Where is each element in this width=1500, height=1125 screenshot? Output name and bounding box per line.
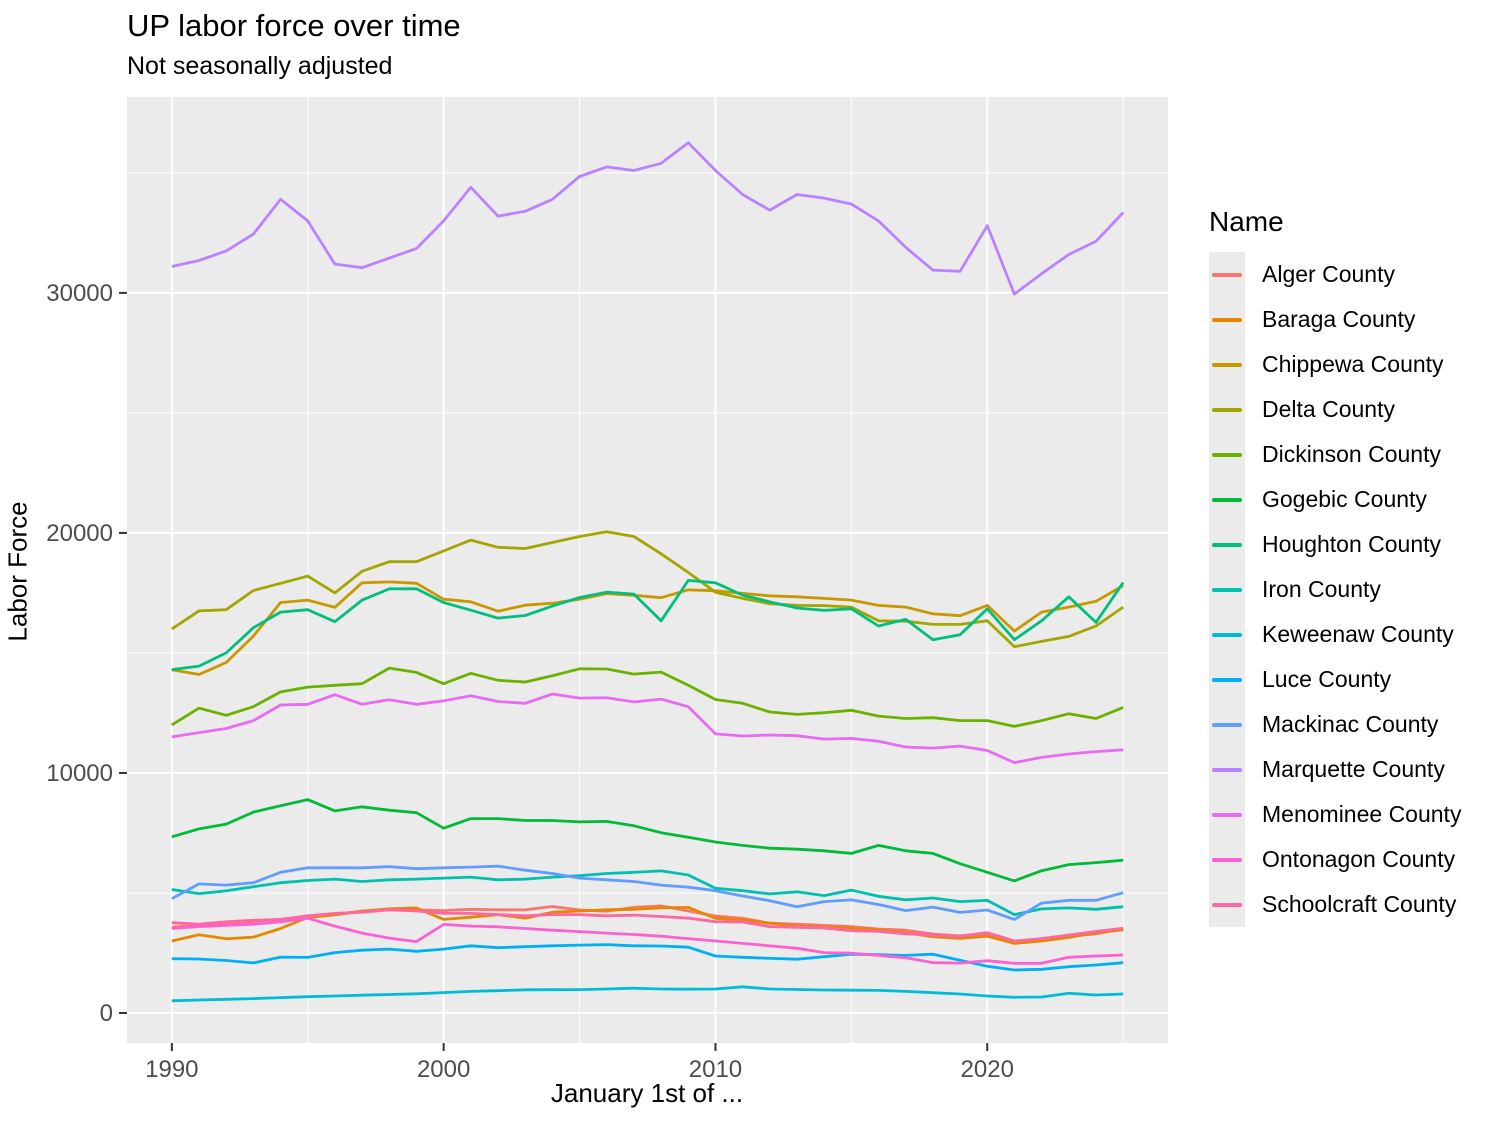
legend-key-line [1212,542,1242,547]
legend: Name Alger County Baraga County Chippewa C… [1209,206,1461,927]
series-line-baraga-county [171,906,1124,945]
legend-item-gogebic-county: Gogebic County [1209,477,1461,522]
x-tick-label: 2020 [961,1056,1014,1083]
legend-key-line [1212,902,1242,907]
legend-label: Chippewa County [1262,351,1444,377]
legend-label: Baraga County [1262,306,1416,332]
plot-panel [127,97,1168,1043]
legend-key-line [1212,677,1242,682]
x-tick-label: 2010 [689,1056,742,1083]
series-line-luce-county [171,943,1124,972]
legend-item-chippewa-county: Chippewa County [1209,342,1461,387]
series-line-chippewa-county [171,580,1124,676]
y-tick-label: 10000 [46,760,113,787]
legend-key-swatch [1209,702,1245,747]
series-line-gogebic-county [171,798,1124,883]
legend-label: Keweenaw County [1262,621,1454,647]
legend-label: Schoolcraft County [1262,891,1457,917]
title-block: UP labor force over time Not seasonally … [127,8,461,81]
legend-key-line [1212,767,1242,772]
legend-key-swatch [1209,432,1245,477]
legend-key-line [1212,812,1242,817]
legend-key-line [1212,857,1242,862]
series-line-ontonagon-county [171,916,1124,965]
legend-label: Gogebic County [1262,486,1427,512]
legend-key-swatch [1209,387,1245,432]
series-line-schoolcraft-county [171,908,1124,943]
series-line-dickinson-county [171,666,1124,728]
x-tick-label: 2000 [417,1056,470,1083]
legend-key-line [1212,407,1242,412]
chart-title: UP labor force over time [127,8,461,43]
legend-item-baraga-county: Baraga County [1209,297,1461,342]
legend-item-houghton-county: Houghton County [1209,522,1461,567]
legend-key-swatch [1209,567,1245,612]
legend-item-dickinson-county: Dickinson County [1209,432,1461,477]
legend-key-swatch [1209,657,1245,702]
series-line-houghton-county [171,579,1125,672]
legend-key-line [1212,722,1242,727]
legend-item-ontonagon-county: Ontonagon County [1209,837,1461,882]
legend-key-swatch [1209,792,1245,837]
legend-key-swatch [1209,612,1245,657]
legend-key-line [1212,452,1242,457]
legend-label: Houghton County [1262,531,1442,557]
series-line-menominee-county [171,692,1124,764]
legend-item-iron-county: Iron County [1209,567,1461,612]
legend-items: Alger County Baraga County Chippewa County… [1209,252,1461,927]
legend-label: Mackinac County [1262,711,1439,737]
legend-title: Name [1209,206,1284,237]
legend-item-mackinac-county: Mackinac County [1209,702,1461,747]
legend-label: Dickinson County [1262,441,1441,467]
legend-key-swatch [1209,837,1245,882]
series-line-marquette-county [171,141,1125,296]
y-tick-label: 0 [100,1000,113,1027]
legend-key-swatch [1209,522,1245,567]
legend-key-swatch [1209,477,1245,522]
x-tick-label: 1990 [145,1056,198,1083]
x-axis-title: January 1st of ... [550,1078,744,1108]
legend-item-menominee-county: Menominee County [1209,792,1461,837]
series-line-mackinac-county [171,864,1124,921]
legend-label: Alger County [1262,261,1395,287]
legend-label: Marquette County [1262,756,1445,782]
legend-key-swatch [1209,747,1245,792]
legend-key-swatch [1209,882,1245,927]
legend-item-luce-county: Luce County [1209,657,1461,702]
legend-key-swatch [1209,297,1245,342]
legend-item-delta-county: Delta County [1209,387,1461,432]
legend-label: Delta County [1262,396,1395,422]
legend-key-line [1212,362,1242,367]
series-line-delta-county [171,530,1124,649]
series-line-keweenaw-county [171,985,1124,1003]
y-tick-label: 30000 [46,280,113,307]
legend-label: Ontonagon County [1262,846,1456,872]
legend-item-alger-county: Alger County [1209,252,1461,297]
legend-label: Iron County [1262,576,1381,602]
y-tick-label: 20000 [46,520,113,547]
y-axis-title: Labor Force [2,501,33,642]
legend-label: Luce County [1262,666,1392,692]
legend-item-schoolcraft-county: Schoolcraft County [1209,882,1461,927]
legend-key-swatch [1209,342,1245,387]
legend-key-line [1212,272,1242,277]
legend-key-swatch [1209,252,1245,297]
legend-key-line [1212,587,1242,592]
legend-label: Menominee County [1262,801,1462,827]
legend-key-line [1212,497,1242,502]
series-line-iron-county [171,869,1124,916]
legend-item-keweenaw-county: Keweenaw County [1209,612,1461,657]
chart-subtitle: Not seasonally adjusted [127,52,393,80]
legend-key-line [1212,317,1242,322]
legend-key-line [1212,632,1242,637]
legend-item-marquette-county: Marquette County [1209,747,1461,792]
